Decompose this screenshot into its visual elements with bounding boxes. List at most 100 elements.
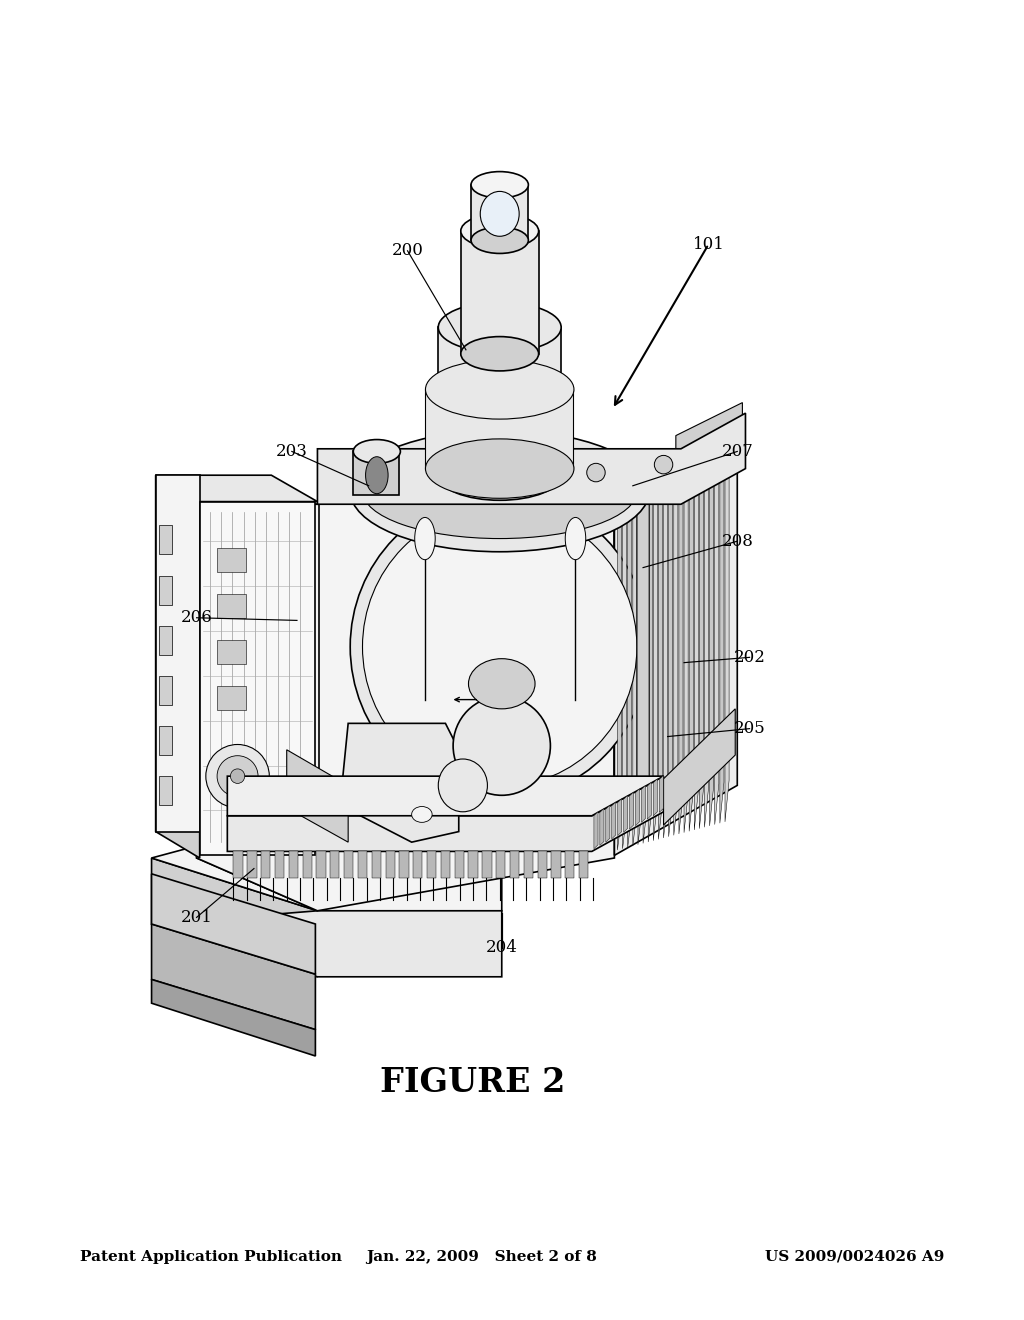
Text: 205: 205 bbox=[733, 721, 766, 737]
Polygon shape bbox=[319, 502, 614, 816]
Text: US 2009/0024026 A9: US 2009/0024026 A9 bbox=[765, 1250, 944, 1263]
Bar bbox=[217, 548, 246, 572]
Polygon shape bbox=[358, 851, 368, 878]
Ellipse shape bbox=[480, 191, 519, 236]
Polygon shape bbox=[614, 413, 737, 502]
Polygon shape bbox=[538, 851, 547, 878]
Polygon shape bbox=[287, 750, 348, 842]
Text: Patent Application Publication: Patent Application Publication bbox=[80, 1250, 342, 1263]
Polygon shape bbox=[664, 455, 668, 838]
Polygon shape bbox=[658, 457, 663, 840]
Polygon shape bbox=[600, 808, 604, 846]
Ellipse shape bbox=[412, 807, 432, 822]
Polygon shape bbox=[674, 451, 678, 836]
Ellipse shape bbox=[654, 455, 673, 474]
Polygon shape bbox=[659, 776, 664, 813]
Polygon shape bbox=[647, 781, 651, 818]
Polygon shape bbox=[648, 459, 652, 842]
Polygon shape bbox=[676, 403, 742, 486]
Polygon shape bbox=[725, 434, 729, 822]
Polygon shape bbox=[227, 776, 664, 851]
Polygon shape bbox=[152, 874, 315, 974]
Polygon shape bbox=[159, 776, 172, 805]
Polygon shape bbox=[710, 440, 714, 826]
Polygon shape bbox=[340, 723, 459, 842]
Polygon shape bbox=[482, 851, 492, 878]
Polygon shape bbox=[715, 438, 719, 825]
Polygon shape bbox=[551, 851, 561, 878]
Text: 201: 201 bbox=[180, 909, 213, 925]
Polygon shape bbox=[200, 502, 315, 855]
Ellipse shape bbox=[362, 507, 637, 787]
Polygon shape bbox=[227, 776, 664, 816]
Polygon shape bbox=[289, 851, 298, 878]
Polygon shape bbox=[330, 851, 340, 878]
Bar bbox=[217, 640, 246, 664]
Polygon shape bbox=[159, 726, 172, 755]
Polygon shape bbox=[720, 437, 724, 824]
Polygon shape bbox=[152, 858, 317, 977]
Polygon shape bbox=[510, 851, 519, 878]
Text: 200: 200 bbox=[391, 243, 424, 259]
Polygon shape bbox=[580, 851, 588, 878]
Ellipse shape bbox=[366, 457, 388, 494]
Polygon shape bbox=[248, 851, 256, 878]
Ellipse shape bbox=[471, 227, 528, 253]
Bar bbox=[217, 594, 246, 618]
Polygon shape bbox=[372, 851, 381, 878]
Polygon shape bbox=[614, 432, 737, 855]
Ellipse shape bbox=[453, 697, 551, 795]
Ellipse shape bbox=[217, 755, 258, 796]
Ellipse shape bbox=[415, 517, 435, 560]
Ellipse shape bbox=[438, 302, 561, 352]
Text: 207: 207 bbox=[721, 444, 754, 459]
Polygon shape bbox=[316, 851, 326, 878]
Polygon shape bbox=[152, 979, 315, 1056]
Ellipse shape bbox=[353, 440, 400, 463]
Ellipse shape bbox=[206, 744, 269, 808]
Ellipse shape bbox=[426, 438, 573, 498]
Ellipse shape bbox=[426, 359, 573, 420]
Polygon shape bbox=[152, 924, 315, 1030]
Polygon shape bbox=[611, 803, 615, 840]
Ellipse shape bbox=[587, 463, 605, 482]
Ellipse shape bbox=[362, 444, 637, 539]
Polygon shape bbox=[471, 185, 528, 240]
Polygon shape bbox=[385, 851, 395, 878]
Polygon shape bbox=[159, 525, 172, 554]
Text: 208: 208 bbox=[721, 533, 754, 549]
Polygon shape bbox=[197, 504, 317, 911]
Polygon shape bbox=[679, 450, 683, 834]
Polygon shape bbox=[523, 851, 532, 878]
Text: 202: 202 bbox=[733, 649, 766, 665]
Polygon shape bbox=[617, 470, 622, 850]
Text: Jan. 22, 2009   Sheet 2 of 8: Jan. 22, 2009 Sheet 2 of 8 bbox=[366, 1250, 597, 1263]
Polygon shape bbox=[159, 576, 172, 605]
Polygon shape bbox=[617, 799, 622, 836]
Text: FIGURE 2: FIGURE 2 bbox=[380, 1065, 566, 1098]
Polygon shape bbox=[664, 709, 735, 825]
Polygon shape bbox=[643, 462, 647, 843]
Polygon shape bbox=[689, 446, 693, 832]
Ellipse shape bbox=[471, 172, 528, 198]
Polygon shape bbox=[653, 458, 657, 841]
Polygon shape bbox=[261, 851, 270, 878]
Bar bbox=[217, 686, 246, 710]
Text: 206: 206 bbox=[180, 610, 213, 626]
Polygon shape bbox=[637, 491, 649, 816]
Polygon shape bbox=[699, 444, 703, 829]
Polygon shape bbox=[461, 231, 539, 354]
Text: 203: 203 bbox=[275, 444, 308, 459]
Text: 101: 101 bbox=[692, 236, 725, 252]
Polygon shape bbox=[633, 465, 637, 846]
Polygon shape bbox=[425, 389, 573, 469]
Ellipse shape bbox=[350, 494, 649, 800]
Polygon shape bbox=[606, 805, 610, 842]
Ellipse shape bbox=[438, 450, 561, 500]
Polygon shape bbox=[684, 447, 688, 833]
Polygon shape bbox=[399, 851, 409, 878]
Polygon shape bbox=[469, 851, 477, 878]
Ellipse shape bbox=[565, 517, 586, 560]
Polygon shape bbox=[440, 851, 451, 878]
Polygon shape bbox=[159, 676, 172, 705]
